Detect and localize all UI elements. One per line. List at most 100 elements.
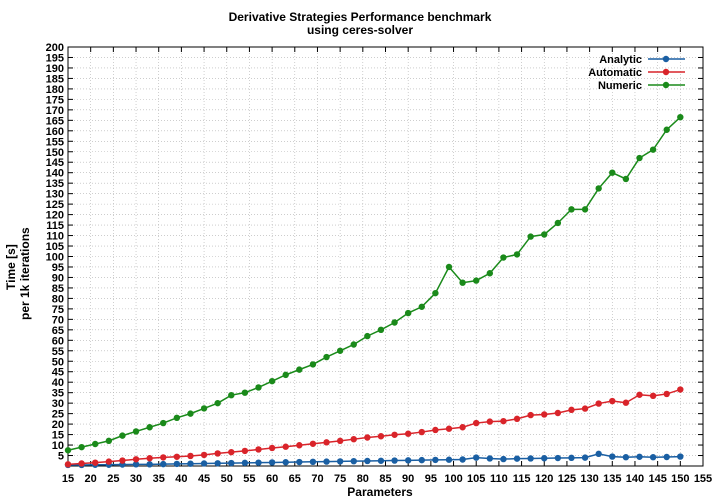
x-tick-label: 65: [289, 473, 301, 485]
legend-marker-analytic: [662, 55, 670, 63]
y-tick-label: 90: [52, 272, 64, 284]
data-point-numeric: [432, 289, 439, 297]
y-tick-label: 20: [52, 419, 64, 431]
data-point-analytic: [323, 458, 330, 465]
data-point-numeric: [663, 126, 670, 133]
y-tick-label: 180: [46, 84, 64, 96]
data-point-numeric: [404, 309, 412, 317]
x-tick-label: 85: [379, 473, 391, 485]
data-point-analytic: [609, 453, 616, 460]
data-point-analytic: [554, 454, 562, 462]
y-tick-label: 60: [52, 335, 64, 347]
data-point-analytic: [568, 454, 575, 462]
data-point-numeric: [554, 219, 562, 227]
y-tick-label: 35: [52, 388, 64, 400]
data-point-numeric: [78, 443, 85, 451]
data-point-numeric: [500, 254, 507, 261]
x-tick-label: 115: [513, 473, 531, 485]
data-point-numeric: [649, 146, 657, 153]
data-point-analytic: [649, 454, 657, 461]
data-point-numeric: [377, 326, 385, 334]
data-point-automatic: [173, 453, 181, 460]
data-point-automatic: [649, 392, 657, 400]
data-point-analytic: [173, 460, 181, 468]
x-tick-label: 50: [221, 473, 233, 485]
y-tick-label: 75: [52, 304, 64, 316]
y-tick-label: 15: [52, 430, 64, 442]
y-tick-label: 200: [46, 42, 64, 54]
data-point-numeric: [119, 432, 126, 439]
y-tick-label: 100: [46, 252, 64, 264]
data-point-automatic: [296, 442, 303, 449]
y-tick-label: 50: [52, 356, 64, 368]
data-point-automatic: [432, 426, 439, 434]
y-tick-label: 160: [46, 126, 64, 138]
data-point-automatic: [146, 455, 153, 462]
y-tick-label: 85: [52, 283, 64, 295]
y-tick-label: 5: [58, 451, 64, 463]
data-point-automatic: [541, 411, 548, 418]
data-point-numeric: [622, 175, 630, 183]
y-tick-label: 190: [46, 63, 64, 75]
data-point-automatic: [92, 459, 99, 466]
data-point-analytic: [473, 454, 480, 461]
chart-title: Derivative Strategies Performance benchm…: [228, 10, 492, 24]
y-tick-label: 165: [46, 115, 64, 127]
data-point-analytic: [486, 455, 494, 462]
data-point-analytic: [336, 458, 344, 465]
x-tick-label: 130: [580, 473, 598, 485]
data-point-analytic: [214, 460, 221, 467]
x-tick-label: 95: [425, 473, 437, 485]
data-point-numeric: [677, 113, 684, 121]
x-tick-label: 75: [334, 473, 346, 485]
data-point-automatic: [391, 431, 398, 438]
data-point-automatic: [568, 406, 575, 414]
data-point-numeric: [336, 347, 344, 354]
data-point-numeric: [146, 424, 153, 431]
data-point-analytic: [309, 458, 317, 466]
data-point-automatic: [228, 448, 235, 456]
data-point-automatic: [595, 400, 602, 407]
x-tick-label: 100: [444, 473, 462, 485]
data-point-analytic: [418, 456, 425, 464]
data-point-numeric: [445, 263, 453, 271]
data-point-analytic: [445, 456, 453, 463]
data-point-numeric: [64, 447, 72, 454]
data-point-numeric: [268, 377, 276, 385]
data-point-numeric: [105, 437, 113, 445]
data-point-numeric: [187, 410, 194, 417]
data-point-automatic: [132, 456, 140, 463]
x-tick-label: 140: [626, 473, 644, 485]
x-tick-label: 15: [62, 473, 74, 485]
data-point-analytic: [228, 459, 235, 467]
data-point-automatic: [581, 405, 589, 412]
y-tick-label: 130: [46, 189, 64, 201]
data-point-automatic: [187, 452, 194, 460]
data-point-analytic: [581, 454, 589, 461]
y-tick-label: 10: [52, 440, 64, 452]
x-tick-label: 45: [198, 473, 210, 485]
data-point-automatic: [105, 458, 113, 465]
data-point-analytic: [200, 460, 208, 467]
data-point-numeric: [595, 185, 602, 192]
y-tick-label: 150: [46, 147, 64, 159]
data-point-numeric: [609, 169, 616, 176]
data-point-analytic: [282, 459, 289, 466]
legend-label-numeric: Numeric: [598, 80, 642, 92]
data-point-automatic: [609, 397, 616, 405]
y-tick-label: 65: [52, 325, 64, 337]
data-point-numeric: [160, 419, 167, 427]
x-tick-label: 120: [535, 473, 553, 485]
data-point-numeric: [92, 440, 99, 448]
x-axis-label: Parameters: [347, 485, 413, 499]
data-point-analytic: [364, 457, 371, 465]
y-tick-label: 170: [46, 105, 64, 117]
data-point-automatic: [636, 391, 643, 398]
data-point-numeric: [459, 279, 466, 286]
x-tick-label: 20: [85, 473, 97, 485]
data-point-automatic: [445, 425, 453, 432]
data-point-analytic: [391, 457, 398, 464]
data-point-numeric: [527, 233, 534, 240]
data-point-automatic: [663, 390, 670, 398]
y-tick-label: 25: [52, 409, 64, 421]
